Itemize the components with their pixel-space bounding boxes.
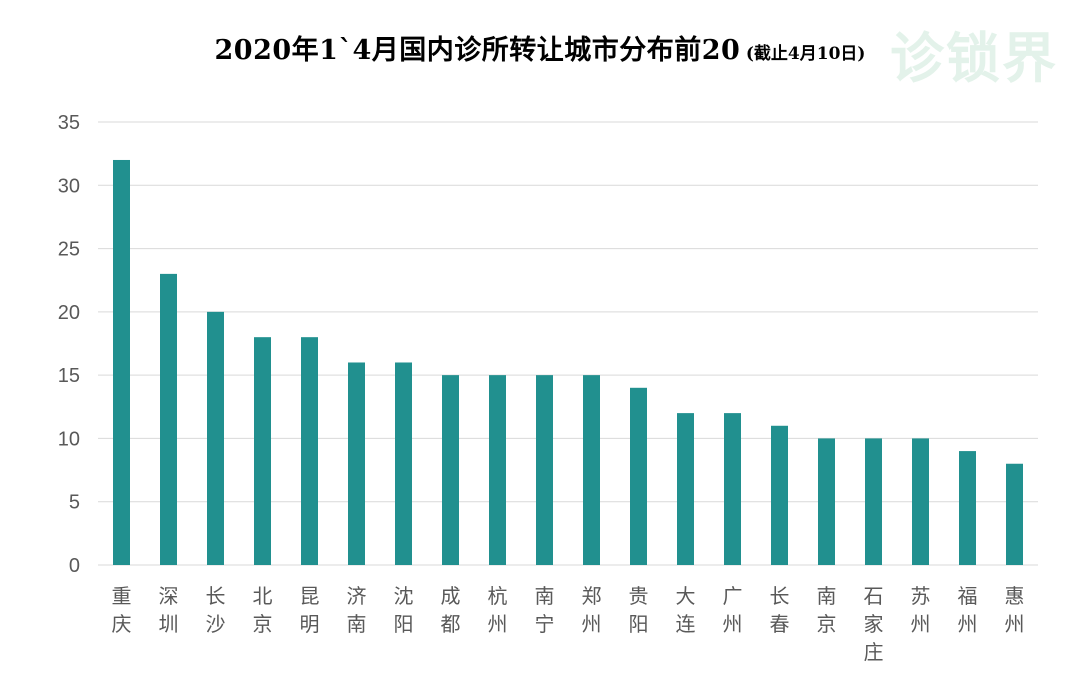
bar	[677, 413, 694, 565]
x-tick-label: 广州	[723, 584, 743, 636]
chart-title-main: 2020年1`4月国内诊所转让城市分布前20	[214, 35, 741, 66]
bar	[583, 375, 600, 565]
x-tick-label: 济南	[347, 584, 367, 636]
y-tick-label: 5	[69, 492, 80, 514]
bar	[959, 451, 976, 565]
bar	[160, 273, 177, 565]
x-tick-label: 北京	[253, 584, 273, 636]
bar	[818, 438, 835, 565]
chart-title: 2020年1`4月国内诊所转让城市分布前20 (截止4月10日)	[0, 28, 1080, 67]
bar	[113, 159, 130, 565]
bar	[489, 375, 506, 565]
bar	[912, 438, 929, 565]
x-tick-label: 苏州	[911, 584, 931, 636]
bar	[865, 438, 882, 565]
x-tick-label: 昆明	[300, 584, 320, 636]
bar	[301, 337, 318, 565]
bar	[348, 362, 365, 565]
y-tick-label: 35	[58, 112, 80, 134]
x-tick-label: 成都	[441, 584, 461, 636]
x-tick-label: 郑州	[582, 584, 602, 636]
x-tick-label: 杭州	[488, 584, 508, 636]
x-tick-label: 南宁	[535, 584, 555, 636]
x-tick-label: 惠州	[1005, 584, 1025, 636]
bar	[207, 311, 224, 565]
x-tick-label: 贵阳	[629, 584, 649, 636]
chart-subtitle: (截止4月10日)	[745, 44, 866, 64]
brand-watermark: 诊锁界	[890, 27, 1058, 90]
bar	[1006, 463, 1023, 565]
x-tick-label: 石家庄	[864, 584, 884, 664]
x-tick-label: 南京	[817, 584, 837, 636]
y-tick-label: 0	[69, 555, 80, 577]
bar	[536, 375, 553, 565]
y-tick-label: 20	[58, 302, 80, 324]
x-tick-label: 重庆	[112, 584, 132, 636]
y-tick-label: 25	[58, 239, 80, 261]
x-tick-label: 长春	[770, 584, 790, 636]
bar	[771, 425, 788, 565]
y-tick-label: 10	[58, 428, 80, 450]
x-tick-label: 大连	[676, 584, 696, 636]
bar	[442, 375, 459, 565]
x-tick-label: 深圳	[159, 584, 179, 636]
x-tick-label: 长沙	[206, 584, 226, 636]
bar	[395, 362, 412, 565]
x-tick-label: 福州	[958, 584, 978, 636]
y-tick-label: 30	[58, 175, 80, 197]
y-tick-label: 15	[58, 365, 80, 387]
bar	[254, 337, 271, 565]
bar	[724, 413, 741, 565]
x-tick-label: 沈阳	[394, 584, 414, 636]
bar	[630, 387, 647, 565]
